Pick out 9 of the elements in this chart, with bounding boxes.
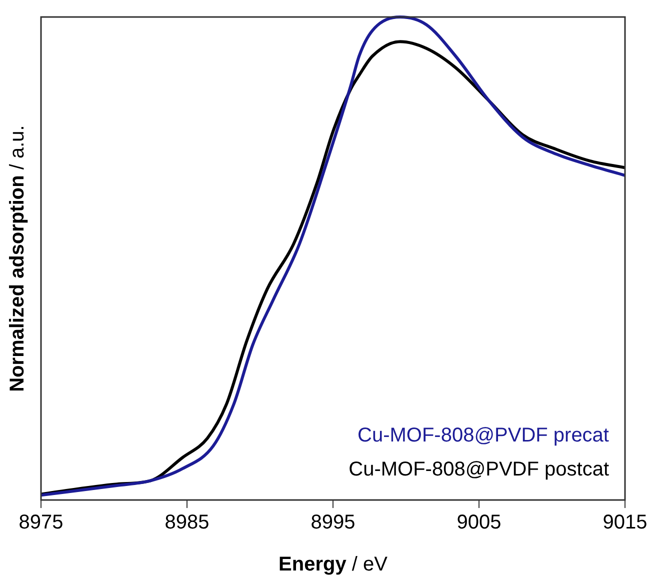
y-axis-title: Normalized adsorption / a.u. bbox=[6, 125, 29, 392]
text: Cu-MOF-808@PVDF postcat bbox=[348, 458, 610, 481]
text: Cu-MOF-808@PVDF precat bbox=[358, 424, 610, 447]
x-tick-label: 8975 bbox=[18, 512, 64, 534]
x-axis-title: Energy / eV bbox=[278, 554, 388, 576]
x-tick-label: 9005 bbox=[456, 512, 502, 534]
x-tick-label: 8985 bbox=[164, 512, 210, 534]
x-tick-label: 9015 bbox=[602, 512, 648, 534]
x-tick-label: 8995 bbox=[310, 512, 356, 534]
